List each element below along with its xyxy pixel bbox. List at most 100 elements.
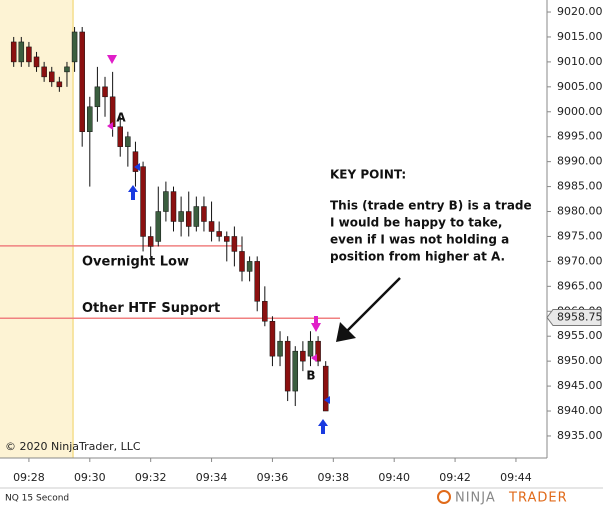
candle-body bbox=[147, 236, 154, 247]
x-tick-label: 09:40 bbox=[378, 471, 410, 484]
x-tick-label: 09:34 bbox=[196, 471, 228, 484]
sell-arrow bbox=[311, 323, 321, 332]
y-tick-label: 8940.00 bbox=[557, 404, 603, 417]
candle-body bbox=[33, 56, 40, 68]
y-tick-label: 9000.00 bbox=[557, 105, 603, 118]
sell-arrow-stem bbox=[110, 56, 114, 59]
exit-marker bbox=[134, 163, 140, 171]
y-tick-label: 8990.00 bbox=[557, 155, 603, 168]
candle-body bbox=[292, 350, 299, 392]
candle-body bbox=[125, 136, 131, 147]
annotation: position from higher at A. bbox=[330, 250, 505, 264]
y-tick-label: 9015.00 bbox=[557, 30, 603, 43]
entry-marker bbox=[107, 122, 113, 130]
logo-trader: TRADER bbox=[508, 491, 568, 506]
x-tick-label: 09:44 bbox=[500, 471, 532, 484]
candle-body bbox=[185, 211, 192, 227]
candle-body bbox=[315, 340, 321, 362]
candle-body bbox=[178, 211, 184, 222]
y-tick-label: 8985.00 bbox=[557, 180, 603, 193]
candle-body bbox=[94, 86, 101, 108]
candle-body bbox=[300, 350, 306, 362]
candle-body bbox=[48, 71, 55, 83]
candle-body bbox=[284, 340, 291, 392]
candle-body bbox=[26, 46, 32, 63]
candle-body bbox=[262, 301, 268, 322]
candle-body bbox=[170, 191, 177, 222]
level-label: Other HTF Support bbox=[82, 301, 220, 316]
x-tick-label: 09:36 bbox=[257, 471, 289, 484]
candle-body bbox=[117, 126, 123, 147]
candle-body bbox=[224, 236, 230, 242]
candle-body bbox=[277, 340, 283, 357]
candle-body bbox=[231, 236, 238, 252]
y-tick-label: 8975.00 bbox=[557, 229, 603, 242]
candle-body bbox=[322, 365, 329, 412]
x-tick-label: 09:30 bbox=[74, 471, 106, 484]
candle-body bbox=[193, 206, 200, 227]
session-shade bbox=[0, 0, 74, 458]
x-tick-label: 09:32 bbox=[135, 471, 167, 484]
candle-body bbox=[18, 41, 25, 63]
candle-body bbox=[254, 261, 260, 302]
candle-body bbox=[109, 96, 116, 127]
candle-body bbox=[10, 41, 17, 63]
x-tick-label: 09:42 bbox=[439, 471, 471, 484]
annotation: This (trade entry B) is a trade bbox=[330, 199, 532, 213]
y-tick-label: 8945.00 bbox=[557, 379, 603, 392]
copyright: © 2020 NinjaTrader, LLC bbox=[5, 440, 141, 453]
annotation: B bbox=[306, 369, 315, 383]
candle-body bbox=[56, 81, 63, 88]
annotation: even if I was not holding a bbox=[330, 233, 509, 247]
buy-arrow bbox=[128, 185, 138, 192]
y-tick-label: 8995.00 bbox=[557, 130, 603, 143]
pointer-arrow bbox=[344, 277, 401, 334]
candle-body bbox=[102, 86, 108, 98]
candle-body bbox=[201, 206, 207, 222]
buy-arrow bbox=[318, 419, 328, 426]
x-tick-label: 09:38 bbox=[317, 471, 349, 484]
y-tick-label: 8955.00 bbox=[557, 329, 603, 342]
logo-ninja: NINJA bbox=[455, 491, 496, 506]
candle-body bbox=[71, 31, 78, 63]
candle-body bbox=[64, 66, 70, 73]
candle-body bbox=[132, 151, 139, 172]
candle-body bbox=[155, 211, 162, 242]
candle-body bbox=[216, 231, 222, 237]
candle-body bbox=[87, 106, 93, 132]
plot-area: Overnight Low Other HTF Support 8935.00 894… bbox=[0, 0, 603, 484]
y-tick-label: 8965.00 bbox=[557, 279, 603, 292]
sell-arrow bbox=[107, 55, 117, 64]
x-tick-label: 09:28 bbox=[13, 471, 45, 484]
y-tick-label: 8980.00 bbox=[557, 205, 603, 218]
y-tick-label: 8950.00 bbox=[557, 354, 603, 367]
candle-body bbox=[239, 251, 245, 272]
y-tick-label: 8970.00 bbox=[557, 254, 603, 267]
entry-marker bbox=[311, 354, 317, 362]
annotation: KEY POINT: bbox=[330, 168, 406, 182]
candle-body bbox=[41, 66, 47, 78]
logo-icon bbox=[437, 490, 451, 504]
candle-body bbox=[140, 166, 146, 237]
candle-body bbox=[79, 31, 85, 132]
annotation: A bbox=[116, 111, 126, 125]
instrument: NQ 15 Second bbox=[5, 494, 69, 504]
candle-body bbox=[269, 320, 276, 357]
y-tick-label: 9005.00 bbox=[557, 80, 603, 93]
candle-body bbox=[307, 340, 314, 357]
candle-body bbox=[208, 221, 215, 232]
candle-body bbox=[246, 261, 253, 272]
y-tick-label: 8935.00 bbox=[557, 429, 603, 442]
sell-arrow-stem bbox=[314, 316, 318, 324]
y-tick-label: 9020.00 bbox=[557, 5, 603, 18]
buy-arrow-stem bbox=[321, 425, 325, 434]
candle-body bbox=[163, 191, 169, 212]
pointer-arrow-head bbox=[336, 322, 356, 342]
buy-arrow-stem bbox=[131, 191, 135, 200]
annotation: I would be happy to take, bbox=[330, 216, 502, 230]
y-tick-label: 9010.00 bbox=[557, 55, 603, 68]
exit-marker bbox=[324, 396, 330, 404]
level-label: Overnight Low bbox=[82, 254, 189, 269]
